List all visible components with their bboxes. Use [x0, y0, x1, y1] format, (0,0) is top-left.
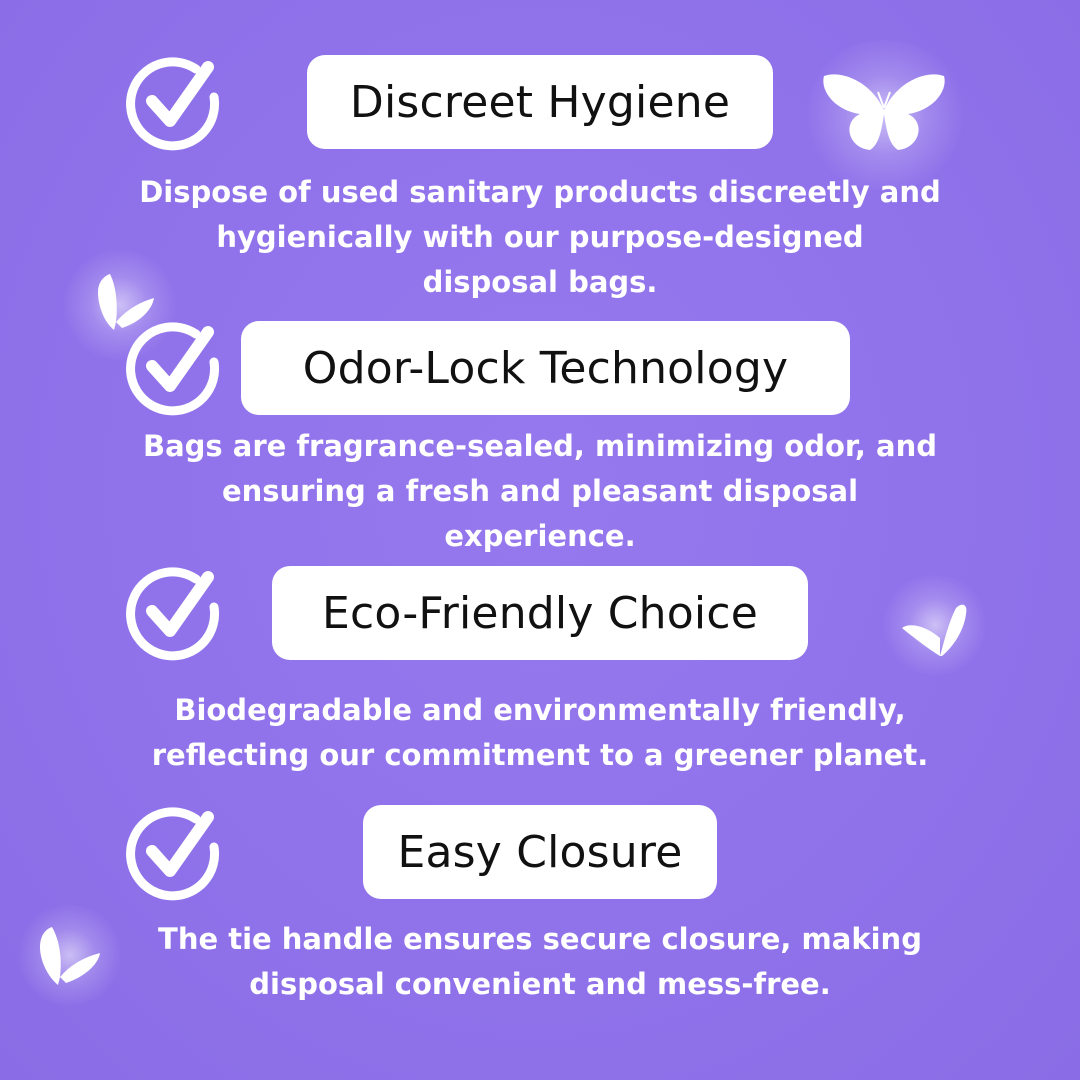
feature-title: Easy Closure	[397, 826, 683, 878]
butterfly-glow	[880, 575, 990, 675]
description-line: disposal bags.	[422, 265, 658, 299]
feature-title-pill: Eco-Friendly Choice	[272, 566, 808, 660]
feature-title: Discreet Hygiene	[349, 76, 731, 128]
feature-title-pill: Discreet Hygiene	[307, 55, 773, 149]
description-line: hygienically with our purpose-designed	[216, 220, 864, 254]
check-circle-icon	[126, 567, 220, 661]
feature-description: Bags are fragrance-sealed, minimizing od…	[120, 424, 960, 559]
description-line: disposal convenient and mess-free.	[249, 967, 831, 1001]
description-line: Dispose of used sanitary products discre…	[139, 175, 941, 209]
description-line: Bags are fragrance-sealed, minimizing od…	[142, 429, 938, 463]
feature-title-pill: Odor-Lock Technology	[241, 321, 850, 415]
feature-title: Odor-Lock Technology	[302, 342, 789, 394]
description-line: The tie handle ensures secure closure, m…	[158, 922, 922, 956]
butterfly-icon	[823, 74, 945, 150]
butterfly-icon	[902, 604, 967, 656]
butterfly-icon	[40, 927, 100, 985]
butterfly-glow	[60, 250, 180, 360]
description-line: reflecting our commitment to a greener p…	[151, 738, 929, 772]
feature-description: Biodegradable and environmentally friend…	[120, 688, 960, 778]
butterfly-glow	[15, 905, 125, 1005]
check-circle-icon	[126, 807, 220, 901]
check-circle-icon	[126, 57, 220, 151]
feature-description: The tie handle ensures secure closure, m…	[120, 917, 960, 1007]
description-line: Biodegradable and environmentally friend…	[174, 693, 906, 727]
feature-title: Eco-Friendly Choice	[322, 587, 758, 639]
check-circle-icon	[126, 322, 220, 416]
description-line: ensuring a fresh and pleasant disposal	[221, 474, 859, 508]
butterfly-icon	[98, 274, 154, 330]
description-line: experience.	[444, 519, 636, 553]
feature-title-pill: Easy Closure	[363, 805, 717, 899]
feature-description: Dispose of used sanitary products discre…	[120, 170, 960, 305]
